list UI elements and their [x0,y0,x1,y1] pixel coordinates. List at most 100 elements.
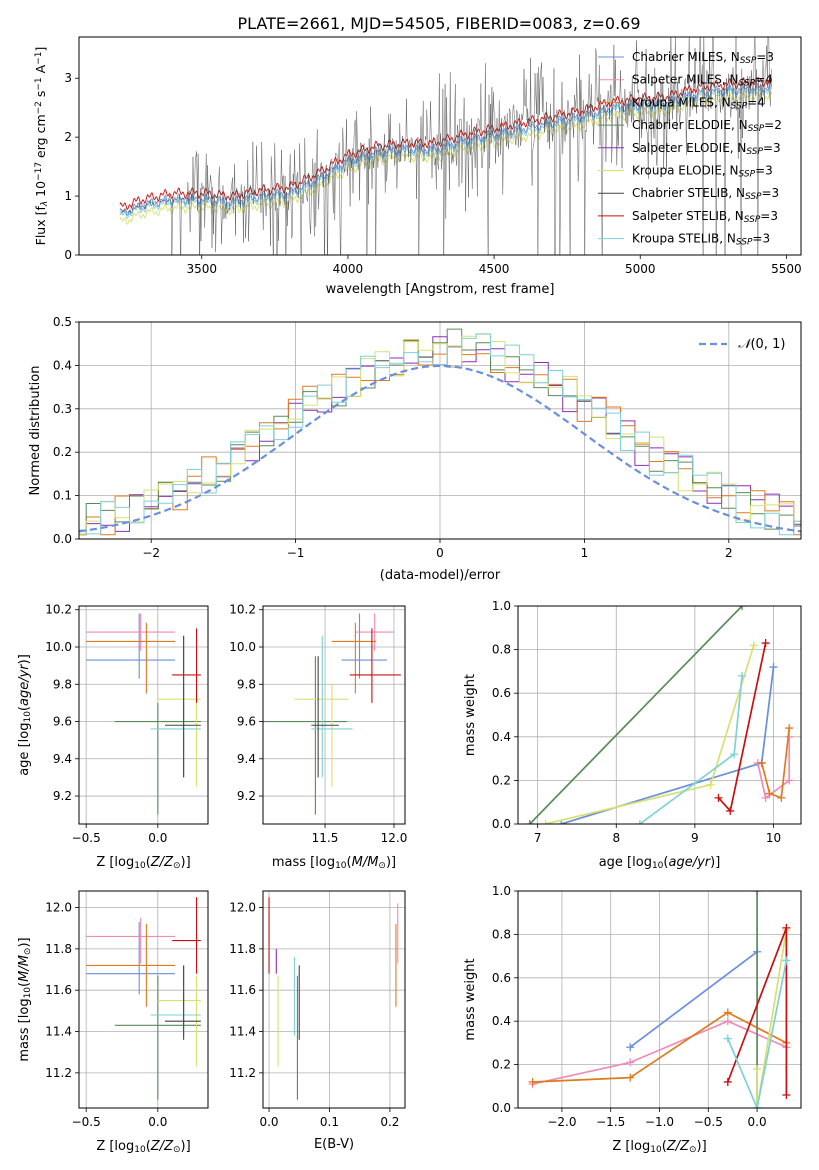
x-tick-label: 12.0 [381,831,408,845]
y-tick-label: 2 [64,130,72,144]
spectrum-plot-area [119,37,773,255]
x-tick-label: 7 [534,831,542,845]
y-tick-label: 12.0 [45,901,72,915]
y-tick-label: 0.6 [492,971,511,985]
y-tick-label: 0.5 [53,315,72,329]
axes-frame [78,890,209,1109]
observed-spectrum-line [119,37,773,255]
legend-label: Kroupa STELIB, NSSP=3 [632,232,770,248]
y-tick-label: 0.0 [492,817,511,831]
weight-marker [714,793,723,802]
x-tick-label: −1.5 [596,1115,625,1129]
legend-label: Salpeter STELIB, NSSP=3 [632,209,778,225]
weight-line [529,606,743,824]
y-tick-label: 0.0 [53,532,72,546]
y-tick-label: 0.2 [53,445,72,459]
y-tick-label: 1 [64,189,72,203]
legend-label: Kroupa ELODIE, NSSP=3 [632,164,773,180]
x-tick-label: −2.0 [547,1115,576,1129]
z_weight-plot-area [528,891,791,1108]
legend-label: Chabrier MILES, NSSP=3 [632,50,774,66]
y-tick-label: 11.2 [45,1066,72,1080]
y-tick-label: 1.0 [492,599,511,613]
z_age-xlabel: Z [log10(Z/Z⊙)] [96,855,190,871]
weight-line [727,960,788,1108]
legend-label: Chabrier ELODIE, NSSP=2 [632,118,782,134]
weight-marker [723,1008,732,1017]
weight-marker [528,1077,537,1086]
y-tick-label: 0.2 [492,773,511,787]
y-tick-label: 0.3 [53,402,72,416]
histogram-step [79,336,801,536]
z_mass-xlabel: Z [log10(Z/Z⊙)] [96,1139,190,1155]
y-tick-label: 9.2 [237,789,256,803]
weight-marker [626,1043,635,1052]
y-tick-label: 9.6 [53,715,72,729]
axes-frame [78,321,802,540]
spectrum-xlabel: wavelength [Angstrom, rest frame] [326,282,555,297]
y-tick-label: 9.4 [237,752,256,766]
legend-label: 𝒩(0, 1) [738,337,785,352]
ebv_mass-axes: 0.0 0.1 0.2 11.2 11.4 11.6 11.8 12.0 [229,890,406,1129]
ebv_mass-xlabel: E(B-V) [314,1137,354,1152]
x-tick-label: 2 [725,546,733,560]
legend-label: Chabrier STELIB, NSSP=3 [632,186,779,202]
weight-marker [753,1104,762,1108]
x-tick-label: 1 [581,546,589,560]
x-tick-label: −2 [142,546,160,560]
weight-line [629,951,758,1048]
weight-marker [730,750,739,759]
x-tick-label: 8 [612,831,620,845]
weight-marker [785,776,794,785]
weight-marker [626,1073,635,1082]
x-tick-label: −1 [287,546,305,560]
ebv_mass-plot-area [268,897,399,1100]
legend-label: Salpeter MILES, NSSP=4 [632,73,773,89]
y-tick-label: 11.6 [229,983,256,997]
weight-marker [525,820,534,824]
weight-marker [761,793,770,802]
axes-frame [517,605,802,825]
residuals-xlabel: (data-model)/error [380,568,501,583]
mass_age-plot-area [263,613,401,815]
weight-marker [782,956,791,965]
y-tick-label: 9.6 [237,715,256,729]
weight-marker [635,820,644,824]
y-tick-label: 3 [64,71,72,85]
weight-marker [541,820,550,824]
weight-marker [782,923,791,932]
weight-marker [557,820,566,824]
z_age-axes: −0.5 0.0 9.2 9.4 9.6 9.8 10.0 10.2 [45,603,209,845]
weight-marker [782,1090,791,1099]
x-tick-label: −0.5 [72,831,101,845]
weight-marker [765,789,774,798]
weight-marker [777,793,786,802]
x-tick-label: 4500 [479,262,510,276]
spectrum-axes: 3500 4000 4500 5000 5500 0 1 2 3 [64,36,802,276]
x-tick-label: 10 [766,831,781,845]
weight-marker [626,1058,635,1067]
weight-marker [749,641,758,650]
y-tick-label: 0.2 [492,1058,511,1072]
weight-line [560,666,775,824]
axes-frame [262,605,406,825]
z_mass-axes: −0.5 0.0 11.2 11.4 11.6 11.8 12.0 [45,890,209,1129]
x-tick-label: 4000 [333,262,364,276]
y-tick-label: 0.0 [492,1101,511,1115]
y-tick-label: 0.1 [53,489,72,503]
axes-frame [262,890,406,1109]
weight-line [717,642,767,813]
y-tick-label: 0.8 [492,643,511,657]
spectrum-ylabel: Flux [fλ 10−17 erg cm−2 s−1 A−1] [33,47,50,246]
mass_age-xlabel: mass [log10(M/M⊙)] [272,855,396,871]
y-tick-label: 10.0 [45,640,72,654]
spectrum-legend: Chabrier MILES, NSSP=3 Salpeter MILES, NS… [598,50,782,248]
histogram-step [79,328,801,536]
weight-marker [726,806,735,815]
z_mass-ylabel: mass [log10(M/M⊙)] [17,937,33,1061]
weight-marker [753,1064,762,1073]
histogram-step [79,333,801,536]
y-tick-label: 11.6 [45,983,72,997]
z_age-plot-area [86,613,201,815]
